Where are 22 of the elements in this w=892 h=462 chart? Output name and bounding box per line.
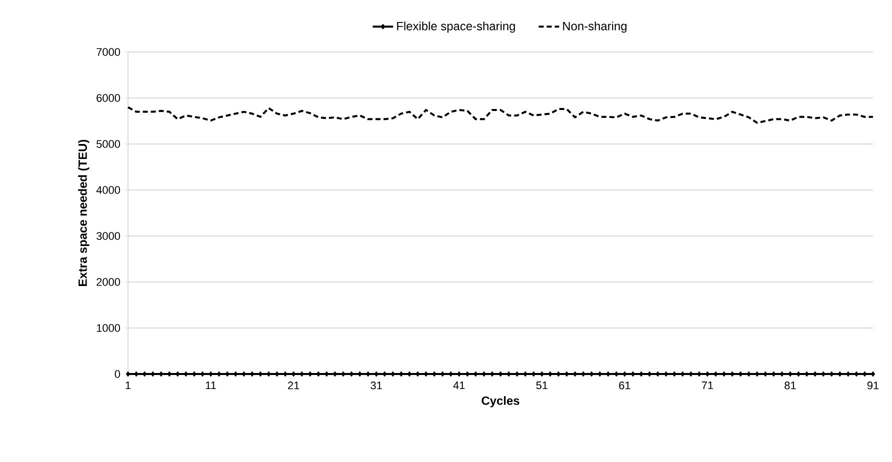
legend-label: Non-sharing xyxy=(563,22,626,33)
x-tick-label: 51 xyxy=(536,382,548,390)
x-tick-label: 91 xyxy=(867,382,879,390)
x-tick-label: 71 xyxy=(702,382,714,390)
x-tick-label: 1 xyxy=(126,382,131,390)
x-tick-label: 61 xyxy=(619,382,630,390)
y-tick-label: 6000 xyxy=(96,94,120,102)
y-tick-label: 4000 xyxy=(96,186,120,194)
legend-label: Flexible space-sharing xyxy=(397,22,515,33)
x-tick-label: 81 xyxy=(784,382,796,390)
x-tick-label: 11 xyxy=(206,382,216,390)
y-tick-label: 1000 xyxy=(96,324,120,332)
y-tick-label: 5000 xyxy=(96,140,120,148)
x-tick-label: 31 xyxy=(370,382,382,390)
y-tick-label: 3000 xyxy=(96,232,120,240)
y-tick-label: 2000 xyxy=(96,278,120,286)
x-axis-title: Cycles xyxy=(482,396,520,408)
x-tick-label: 41 xyxy=(453,382,465,390)
y-tick-label: 0 xyxy=(114,370,120,378)
y-axis-title: Extra space needed (TEU) xyxy=(78,140,90,286)
y-tick-label: 7000 xyxy=(96,48,120,56)
x-tick-label: 21 xyxy=(288,382,300,390)
